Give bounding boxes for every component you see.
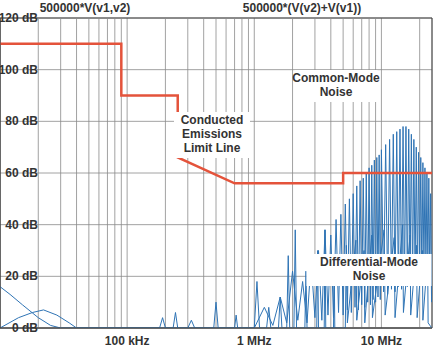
svg-text:Conducted: Conducted — [181, 113, 244, 127]
svg-text:Limit Line: Limit Line — [184, 141, 241, 155]
svg-text:10 MHz: 10 MHz — [361, 334, 402, 348]
svg-text:Emissions: Emissions — [182, 127, 242, 141]
svg-text:40 dB: 40 dB — [8, 218, 38, 232]
svg-text:60 dB: 60 dB — [8, 166, 38, 180]
svg-text:100 dB: 100 dB — [8, 63, 38, 77]
svg-text:120 dB: 120 dB — [8, 11, 38, 25]
svg-text:80 dB: 80 dB — [8, 114, 38, 128]
svg-text:500000*(V(v2)+V(v1)): 500000*(V(v2)+V(v1)) — [243, 1, 361, 15]
svg-text:1 MHz: 1 MHz — [237, 334, 272, 348]
svg-text:Common-Mode: Common-Mode — [292, 71, 380, 85]
svg-text:Differential-Mode: Differential-Mode — [320, 255, 418, 269]
svg-text:Noise: Noise — [320, 85, 353, 99]
svg-text:100 kHz: 100 kHz — [105, 334, 150, 348]
svg-text:0 dB: 0 dB — [12, 321, 38, 335]
svg-text:500000*V(v1,v2): 500000*V(v1,v2) — [40, 1, 131, 15]
svg-text:Noise: Noise — [353, 269, 386, 283]
svg-text:20 dB: 20 dB — [8, 269, 38, 283]
